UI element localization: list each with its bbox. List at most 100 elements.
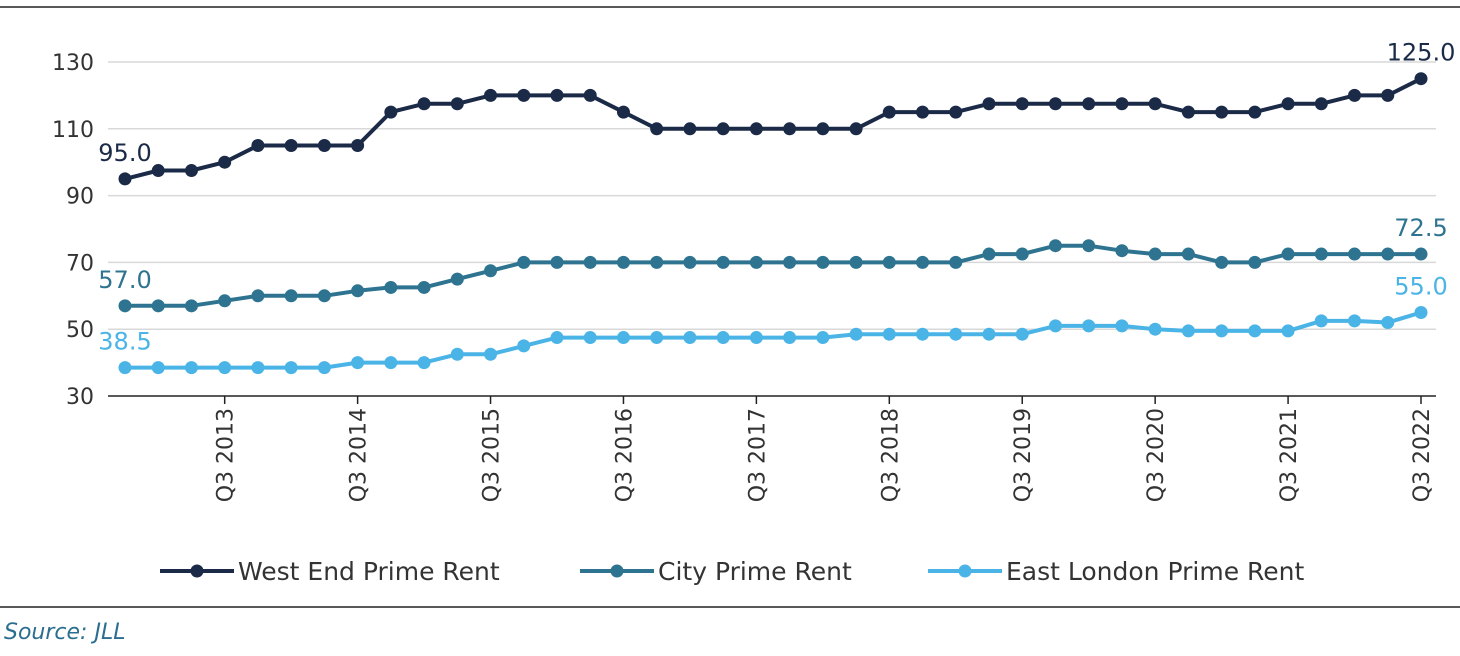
legend-label: West End Prime Rent xyxy=(238,557,500,586)
data-point xyxy=(1115,319,1129,333)
data-point xyxy=(151,299,165,313)
data-point xyxy=(1381,316,1395,330)
data-point xyxy=(218,294,232,308)
legend-marker xyxy=(610,564,624,578)
data-point xyxy=(916,105,930,119)
data-label: 125.0 xyxy=(1387,39,1456,67)
data-point xyxy=(650,122,664,136)
data-point xyxy=(1281,324,1295,338)
data-labels: 95.0 125.0 57.0 72.5 38.5 55.0 xyxy=(98,39,1455,356)
data-point xyxy=(118,172,132,186)
data-point xyxy=(1281,247,1295,261)
data-point xyxy=(151,361,165,375)
data-point xyxy=(949,327,963,341)
data-point xyxy=(1414,72,1428,86)
series-1 xyxy=(118,239,1428,313)
data-point xyxy=(683,122,697,136)
data-point xyxy=(351,139,365,152)
data-point xyxy=(982,247,996,261)
data-point xyxy=(1215,105,1229,119)
data-point xyxy=(650,255,664,269)
series-line xyxy=(124,76,1422,181)
x-tick-label: Q3 2016 xyxy=(612,408,637,502)
data-point xyxy=(949,105,963,119)
data-point xyxy=(384,105,398,119)
y-tick-label: 110 xyxy=(52,118,94,143)
data-point xyxy=(1048,319,1062,333)
series-line xyxy=(125,310,1422,370)
data-point xyxy=(1082,319,1096,333)
data-label: 57.0 xyxy=(98,266,151,294)
legend-label: East London Prime Rent xyxy=(1006,557,1304,586)
data-point xyxy=(1281,97,1295,111)
data-point xyxy=(1248,324,1262,338)
data-point xyxy=(384,356,398,370)
data-point xyxy=(517,88,531,102)
data-point xyxy=(583,255,597,269)
data-point xyxy=(1215,324,1229,338)
data-point xyxy=(184,164,198,178)
x-tick-label: Q3 2022 xyxy=(1410,408,1435,502)
data-point xyxy=(749,122,763,136)
data-point xyxy=(1181,105,1195,119)
data-point xyxy=(849,122,863,136)
data-point xyxy=(251,139,265,152)
x-tick-label: Q3 2021 xyxy=(1277,408,1302,502)
data-point xyxy=(1248,105,1262,119)
x-tick-label: Q3 2019 xyxy=(1011,408,1036,502)
data-point xyxy=(1414,306,1428,319)
data-point xyxy=(650,331,664,345)
y-tick-label: 70 xyxy=(66,251,94,276)
data-point xyxy=(284,361,298,375)
legend-label: City Prime Rent xyxy=(658,557,852,586)
data-point xyxy=(749,331,763,345)
data-point xyxy=(1115,244,1129,258)
data-point xyxy=(683,255,697,269)
data-point xyxy=(583,88,597,102)
series-2 xyxy=(118,306,1428,375)
data-point xyxy=(1348,314,1362,328)
data-point xyxy=(816,122,830,136)
data-point xyxy=(1115,97,1129,111)
data-point xyxy=(317,361,331,375)
y-tick-label: 30 xyxy=(66,385,94,410)
data-point xyxy=(816,255,830,269)
data-point xyxy=(882,255,896,269)
data-point xyxy=(1181,247,1195,261)
data-point xyxy=(1381,88,1395,102)
data-point xyxy=(1348,247,1362,261)
data-point xyxy=(716,122,730,136)
data-point xyxy=(417,280,431,294)
data-point xyxy=(616,331,630,345)
data-point xyxy=(783,331,797,345)
data-point xyxy=(251,361,265,375)
data-point xyxy=(184,299,198,313)
x-tick-label: Q3 2013 xyxy=(214,408,239,502)
data-point xyxy=(550,331,564,345)
x-tick-label: Q3 2015 xyxy=(480,408,505,502)
data-point xyxy=(118,361,132,375)
data-point xyxy=(882,105,896,119)
data-point xyxy=(683,331,697,345)
data-point xyxy=(251,289,265,303)
data-point xyxy=(1082,97,1096,111)
data-point xyxy=(1314,97,1328,111)
data-point xyxy=(417,356,431,370)
data-point xyxy=(1148,97,1162,111)
legend-item-2: East London Prime Rent xyxy=(928,557,1304,586)
data-point xyxy=(1414,247,1428,261)
source-note: Source: JLL xyxy=(4,620,126,645)
data-point xyxy=(982,327,996,341)
data-point xyxy=(916,255,930,269)
data-point xyxy=(849,255,863,269)
data-point xyxy=(949,255,963,269)
data-point xyxy=(517,255,531,269)
data-point xyxy=(1348,88,1362,102)
data-point xyxy=(317,289,331,303)
y-tick-label: 50 xyxy=(66,318,94,343)
data-point xyxy=(1314,314,1328,328)
data-label: 55.0 xyxy=(1394,273,1447,301)
data-point xyxy=(583,331,597,345)
series-0 xyxy=(118,72,1428,186)
